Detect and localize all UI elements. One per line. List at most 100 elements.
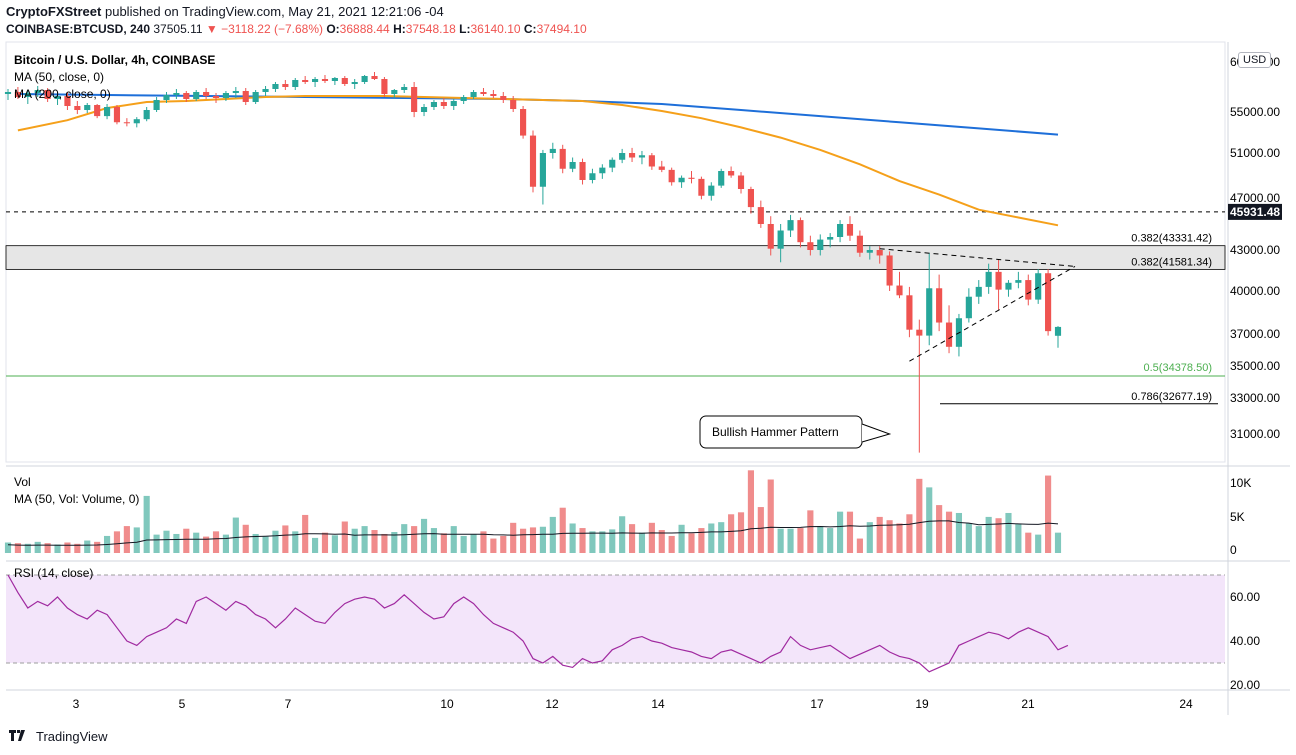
candle-body — [401, 87, 408, 90]
candle-body — [837, 224, 844, 237]
ma50-line — [17, 95, 1059, 227]
volume-bar — [678, 524, 685, 553]
annotation-pointer — [861, 423, 892, 443]
volume-bar — [34, 541, 41, 553]
volume-bar — [401, 524, 408, 553]
symbol-line: COINBASE:BTCUSD, 240 — [6, 22, 151, 36]
close-value: 37494.10 — [536, 22, 587, 36]
volume-bar — [470, 533, 477, 553]
volume-bar — [1054, 532, 1062, 553]
volume-bar — [44, 543, 51, 553]
candle-body — [856, 235, 863, 253]
tradingview-brand[interactable]: TradingView — [36, 729, 108, 744]
candle-body — [312, 79, 319, 82]
candle-body — [886, 255, 893, 286]
volume-bar — [945, 511, 953, 553]
candle-body — [203, 92, 210, 96]
volume-bar — [430, 528, 438, 553]
candle-body — [579, 162, 586, 180]
volume-bar — [866, 522, 873, 553]
fib-label: 0.5(34378.50) — [1144, 362, 1213, 374]
candle-body — [668, 169, 675, 183]
candle-body — [173, 93, 180, 95]
volume-bar — [252, 533, 259, 553]
volume-bar — [936, 505, 943, 553]
candle-body — [777, 230, 784, 249]
volume-bar — [163, 530, 170, 553]
ma50-legend: MA (50, close, 0) — [14, 70, 104, 84]
volume-bar — [312, 537, 319, 553]
volume-bar — [391, 532, 398, 553]
x-tick-label: 14 — [651, 697, 665, 711]
candle-body — [599, 167, 606, 174]
candle-body — [212, 96, 220, 98]
fib-zone — [5, 245, 1226, 270]
candle-body — [718, 171, 725, 186]
volume-bar — [965, 523, 972, 553]
volume-bar — [480, 531, 487, 553]
fib-label: 0.786(32677.19) — [1131, 391, 1212, 403]
last-price: 37505.11 — [153, 22, 203, 36]
volume-bar — [955, 512, 963, 553]
candle-body — [539, 153, 546, 187]
open-value: 36888.44 — [339, 22, 390, 36]
x-tick-label: 10 — [440, 697, 454, 711]
volume-tick-label: 0 — [1230, 543, 1237, 557]
volume-bar — [609, 529, 616, 553]
candle-body — [24, 93, 31, 97]
volume-bar — [1025, 532, 1032, 553]
candle-body — [44, 90, 51, 99]
volume-bar — [797, 528, 804, 553]
candle-body — [698, 178, 705, 196]
candle-body — [965, 296, 972, 319]
candle-body — [827, 237, 834, 240]
candle-body — [520, 109, 527, 136]
candle-body — [1045, 273, 1052, 332]
candle-body — [252, 92, 259, 102]
volume-bar — [351, 528, 358, 553]
price-change: −3118.22 (−7.68%) — [221, 22, 323, 36]
volume-bar — [599, 531, 606, 553]
candle-body — [916, 329, 923, 336]
volume-bar — [1045, 475, 1052, 553]
volume-bar — [728, 514, 735, 553]
volume-bar — [1015, 524, 1022, 553]
candle-body — [64, 96, 71, 106]
volume-tick-label: 5K — [1230, 510, 1245, 524]
candle-body — [797, 220, 804, 243]
volume-bar — [183, 528, 190, 553]
rsi-tick-label: 60.00 — [1230, 590, 1260, 604]
volume-bar — [321, 532, 329, 553]
volume-bar — [262, 536, 269, 553]
volume-bar — [520, 528, 527, 553]
last-price-tag-label: 45931.48 — [1230, 205, 1280, 219]
volume-bar — [212, 531, 220, 553]
candle-body — [985, 271, 992, 287]
x-tick-label: 17 — [810, 697, 824, 711]
x-tick-label: 12 — [545, 697, 559, 711]
candle-body — [371, 76, 378, 79]
candle-body — [54, 96, 61, 99]
currency-button[interactable]: USD — [1238, 52, 1272, 68]
published-line: published on TradingView.com, May 21, 20… — [104, 4, 444, 19]
volume-bar — [975, 526, 982, 553]
volume-bar — [539, 526, 546, 553]
candle-body — [866, 250, 873, 253]
publisher-name[interactable]: CryptoFXStreet — [6, 4, 102, 19]
volume-bar — [123, 526, 130, 553]
volume-ma-legend: MA (50, Vol: Volume, 0) — [14, 492, 139, 506]
volume-bar — [292, 531, 299, 553]
volume-bar — [440, 533, 447, 553]
candle-body — [638, 155, 646, 158]
price-chart[interactable]: 0.382(43331.42) 0.382(41581.34) 0.5(34378.… — [0, 40, 1296, 720]
volume-bar — [569, 523, 576, 553]
candle-body — [876, 250, 883, 256]
candle-body — [420, 107, 428, 112]
candle-body — [678, 177, 685, 183]
tradingview-logo-icon[interactable] — [8, 728, 30, 745]
volume-bar — [995, 518, 1002, 553]
volume-bar — [827, 528, 834, 553]
volume-bar — [985, 516, 992, 553]
candle-body — [490, 94, 497, 96]
candle-body — [113, 107, 121, 123]
